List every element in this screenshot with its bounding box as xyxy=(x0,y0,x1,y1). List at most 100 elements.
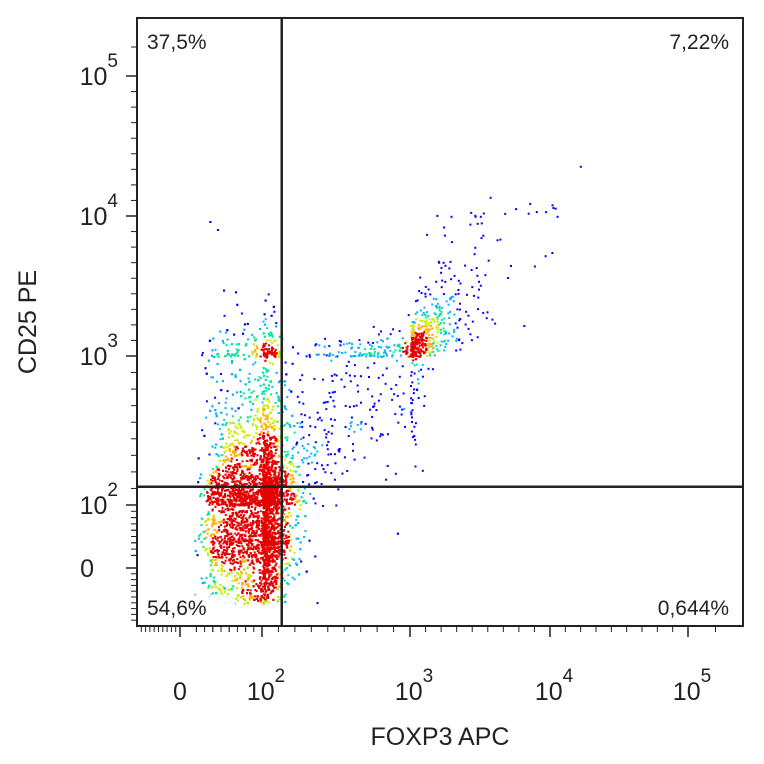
event-dot xyxy=(257,528,260,530)
event-dot xyxy=(275,583,278,586)
event-dot xyxy=(429,293,432,296)
event-dot xyxy=(224,424,227,426)
event-dot xyxy=(456,326,459,329)
event-dot xyxy=(248,577,250,580)
event-dot xyxy=(445,343,448,345)
event-dot xyxy=(233,575,236,578)
event-dot xyxy=(225,529,228,532)
event-dot xyxy=(242,529,245,532)
event-dot xyxy=(213,583,216,586)
event-dot xyxy=(221,437,224,440)
event-dot xyxy=(313,454,316,457)
event-dot xyxy=(205,520,208,523)
event-dot xyxy=(237,522,240,525)
event-dot xyxy=(212,471,215,474)
event-dot xyxy=(411,416,413,419)
event-dot xyxy=(254,361,257,364)
event-dot xyxy=(220,499,223,502)
event-dot xyxy=(224,537,226,540)
event-dot xyxy=(353,375,356,378)
event-dot xyxy=(251,403,254,405)
event-dot xyxy=(232,450,235,453)
event-dot xyxy=(276,447,279,450)
event-dot xyxy=(253,567,256,570)
event-dot xyxy=(373,355,376,357)
event-dot xyxy=(274,350,276,353)
event-dot xyxy=(243,477,246,480)
event-dot xyxy=(252,455,255,458)
event-dot xyxy=(415,333,418,336)
event-dot xyxy=(241,454,244,457)
event-dot xyxy=(441,279,444,282)
event-dot xyxy=(284,483,287,486)
event-dot xyxy=(301,444,304,447)
event-dot xyxy=(235,352,238,355)
event-dot xyxy=(250,527,253,530)
event-dot xyxy=(301,391,304,394)
event-dot xyxy=(414,337,417,340)
event-dot xyxy=(419,349,422,352)
event-dot xyxy=(267,434,270,437)
event-dot xyxy=(359,352,362,355)
event-dot xyxy=(200,517,203,520)
event-dot xyxy=(267,560,270,563)
event-dot xyxy=(262,558,265,561)
event-dot xyxy=(262,367,265,370)
event-dot xyxy=(289,514,292,517)
event-dot xyxy=(240,395,243,398)
event-dot xyxy=(413,335,416,337)
event-dot xyxy=(233,566,236,569)
event-dot xyxy=(268,344,270,347)
event-dot xyxy=(268,332,271,335)
event-dot xyxy=(205,524,208,527)
event-dot xyxy=(447,339,450,342)
event-dot xyxy=(470,339,473,342)
event-dot xyxy=(237,582,240,585)
event-dot xyxy=(221,538,224,541)
event-dot xyxy=(266,355,269,358)
event-dot xyxy=(216,353,219,356)
event-dot xyxy=(261,588,264,591)
event-dot xyxy=(274,472,277,475)
event-dot xyxy=(286,422,289,425)
event-dot xyxy=(212,516,215,519)
event-dot xyxy=(421,363,424,366)
event-dot xyxy=(371,345,374,348)
event-dot xyxy=(206,513,209,516)
event-dot xyxy=(248,388,251,391)
event-dot xyxy=(253,554,256,557)
event-dot xyxy=(283,380,286,383)
event-dot xyxy=(235,446,238,448)
event-dot xyxy=(444,339,446,342)
event-dot xyxy=(414,438,417,441)
event-dot xyxy=(262,577,265,579)
event-dot xyxy=(221,463,224,466)
event-dot xyxy=(268,559,271,562)
event-dot xyxy=(276,577,279,580)
event-dot xyxy=(250,525,253,528)
event-dot xyxy=(240,572,243,575)
event-dot xyxy=(277,475,280,478)
event-dot xyxy=(273,581,276,583)
event-dot xyxy=(220,524,222,527)
event-dot xyxy=(229,517,232,520)
event-dot xyxy=(453,328,456,331)
event-dot xyxy=(411,421,413,423)
event-dot xyxy=(298,401,301,404)
event-dot xyxy=(254,414,257,417)
event-dot xyxy=(417,346,420,349)
event-dot xyxy=(489,196,492,199)
event-dot xyxy=(322,378,324,381)
event-dot xyxy=(471,320,474,323)
event-dot xyxy=(252,562,255,565)
event-dot xyxy=(440,313,443,316)
event-dot xyxy=(230,373,233,376)
event-dot xyxy=(218,493,220,496)
event-dot xyxy=(250,458,253,461)
event-dot xyxy=(499,238,502,241)
event-dot xyxy=(262,410,265,413)
event-dot xyxy=(420,326,423,329)
event-dot xyxy=(457,279,460,282)
event-dot xyxy=(451,335,454,338)
event-dot xyxy=(278,353,281,356)
